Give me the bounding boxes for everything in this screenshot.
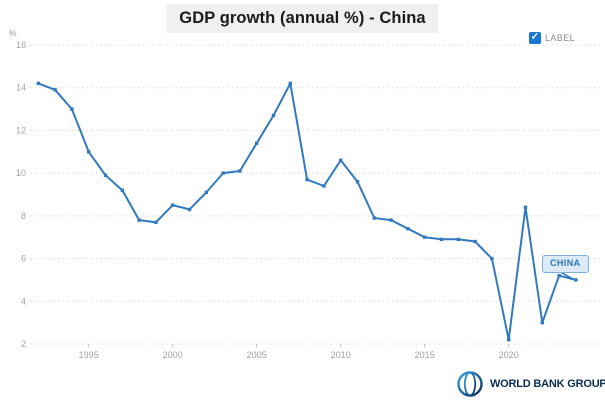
data-point-2003 (221, 171, 225, 175)
globe-icon (457, 371, 483, 397)
data-point-2021 (523, 205, 528, 209)
title-row: GDP growth (annual %) - China (0, 4, 605, 34)
data-point-2006 (271, 113, 276, 118)
y-tick-label-8: 8 (21, 211, 26, 221)
checkmark-icon: ✓ (530, 31, 540, 43)
data-point-2017 (456, 237, 460, 242)
data-point-2001 (187, 207, 192, 212)
x-tick-label-1995: 1995 (79, 350, 99, 360)
data-point-2018 (473, 239, 477, 244)
data-point-1998 (137, 218, 141, 222)
data-line-china (37, 82, 577, 341)
data-point-2008 (305, 177, 309, 182)
data-point-2005 (255, 141, 259, 145)
data-point-2023 (557, 274, 561, 278)
data-point-2013 (389, 218, 393, 222)
data-point-2015 (423, 235, 427, 239)
y-tick-label-4: 4 (21, 296, 26, 306)
data-point-1992 (36, 81, 40, 86)
series-callout-china: CHINA (542, 255, 589, 273)
data-point-1995 (87, 150, 91, 154)
label-toggle[interactable]: ✓ LABEL (529, 32, 575, 44)
data-point-2014 (406, 227, 410, 231)
data-point-2019 (490, 256, 494, 261)
data-point-2012 (372, 216, 376, 220)
x-tick-label-2020: 2020 (499, 350, 519, 360)
callout-connector (560, 271, 574, 280)
data-point-2024 (574, 278, 578, 282)
data-point-2011 (355, 180, 360, 184)
y-tick-label-16: 16 (16, 40, 26, 50)
world-bank-logo[interactable]: WORLD BANK GROUP (455, 369, 605, 399)
x-tick-label-2005: 2005 (247, 350, 267, 360)
data-point-1996 (103, 173, 108, 177)
data-point-2020 (507, 338, 511, 342)
page-title: GDP growth (annual %) - China (167, 4, 438, 34)
x-tick-label-2000: 2000 (163, 350, 183, 360)
y-tick-label-12: 12 (16, 125, 26, 135)
data-point-2009 (322, 184, 326, 188)
data-point-1997 (120, 188, 124, 192)
x-tick-label-2015: 2015 (415, 350, 435, 360)
y-tick-label-14: 14 (16, 83, 26, 93)
data-point-2004 (238, 169, 242, 173)
data-point-2016 (439, 237, 444, 242)
data-point-1999 (154, 220, 158, 224)
data-point-2022 (540, 320, 544, 325)
y-tick-label-10: 10 (16, 168, 26, 178)
brand-text: WORLD BANK GROUP (490, 378, 605, 390)
y-tick-label-6: 6 (21, 254, 26, 264)
data-point-1993 (53, 88, 57, 92)
data-point-2007 (288, 81, 292, 86)
y-axis-unit-label: % (9, 28, 17, 38)
data-point-1994 (70, 107, 74, 111)
data-point-2002 (204, 190, 208, 195)
label-checkbox-text: LABEL (545, 33, 576, 43)
label-checkbox[interactable]: ✓ (529, 32, 541, 44)
x-tick-label-2010: 2010 (331, 350, 351, 360)
data-point-2010 (339, 158, 343, 162)
y-tick-label-2: 2 (21, 339, 26, 349)
data-point-2000 (171, 203, 175, 207)
